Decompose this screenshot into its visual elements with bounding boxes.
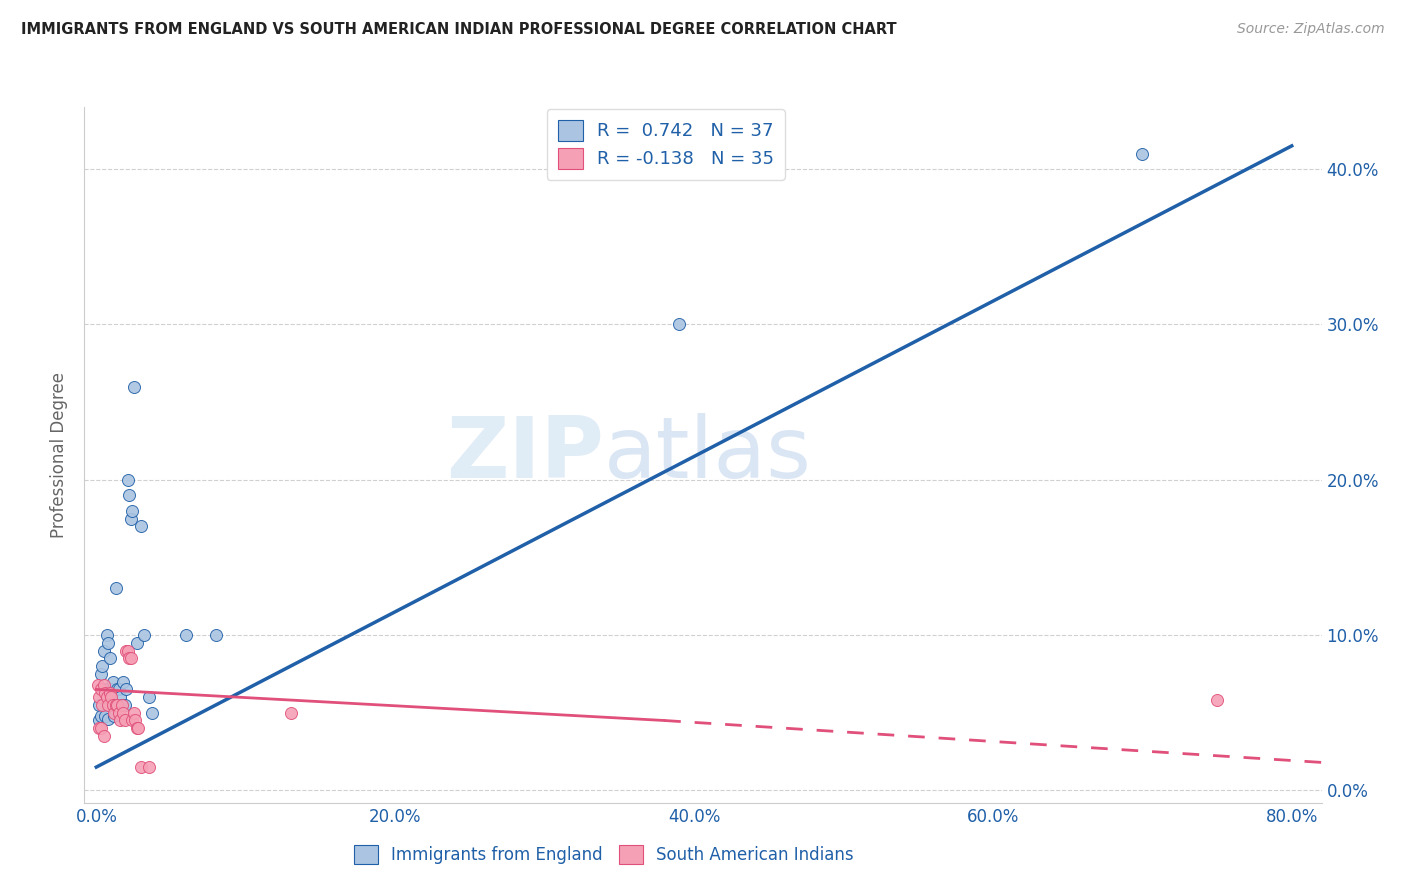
Point	[100, 682, 122, 697]
Point	[89, 698, 111, 712]
Point	[94, 685, 117, 699]
Point	[105, 682, 128, 697]
Point	[107, 706, 129, 720]
Point	[103, 706, 125, 720]
Point	[98, 685, 121, 699]
Point	[101, 674, 124, 689]
Point	[100, 690, 122, 705]
Point	[96, 628, 118, 642]
Point	[117, 473, 139, 487]
Point	[90, 721, 112, 735]
Point	[118, 651, 141, 665]
Point	[104, 582, 127, 596]
Point	[104, 698, 127, 712]
Point	[87, 678, 110, 692]
Point	[101, 698, 124, 712]
Point	[668, 318, 690, 332]
Point	[111, 698, 134, 712]
Point	[89, 690, 111, 705]
Legend: Immigrants from England, South American Indians: Immigrants from England, South American …	[347, 838, 860, 871]
Point	[138, 690, 160, 705]
Point	[90, 682, 112, 697]
Point	[110, 714, 132, 728]
Point	[103, 708, 125, 723]
Point	[112, 674, 135, 689]
Point	[91, 698, 114, 712]
Point	[122, 379, 145, 393]
Point	[105, 698, 128, 712]
Point	[138, 760, 160, 774]
Point	[98, 651, 121, 665]
Point	[111, 698, 134, 712]
Point	[115, 682, 138, 697]
Point	[90, 708, 112, 723]
Point	[129, 519, 152, 533]
Y-axis label: Professional Degree: Professional Degree	[51, 372, 69, 538]
Point	[174, 628, 197, 642]
Point	[114, 698, 136, 712]
Point	[93, 643, 115, 657]
Point	[127, 721, 149, 735]
Point	[1130, 146, 1153, 161]
Point	[115, 643, 138, 657]
Point	[124, 714, 146, 728]
Point	[89, 714, 111, 728]
Point	[120, 651, 142, 665]
Point	[134, 628, 156, 642]
Point	[117, 643, 139, 657]
Text: Source: ZipAtlas.com: Source: ZipAtlas.com	[1237, 22, 1385, 37]
Point	[125, 721, 148, 735]
Point	[107, 682, 129, 697]
Text: IMMIGRANTS FROM ENGLAND VS SOUTH AMERICAN INDIAN PROFESSIONAL DEGREE CORRELATION: IMMIGRANTS FROM ENGLAND VS SOUTH AMERICA…	[21, 22, 897, 37]
Point	[122, 706, 145, 720]
Text: atlas: atlas	[605, 413, 813, 497]
Point	[141, 706, 163, 720]
Text: ZIP: ZIP	[446, 413, 605, 497]
Point	[96, 690, 118, 705]
Point	[97, 712, 120, 726]
Point	[120, 511, 142, 525]
Point	[1206, 693, 1229, 707]
Point	[129, 760, 152, 774]
Point	[205, 628, 228, 642]
Point	[91, 659, 114, 673]
Point	[94, 682, 117, 697]
Point	[94, 708, 117, 723]
Point	[97, 698, 120, 712]
Point	[125, 636, 148, 650]
Point	[97, 636, 120, 650]
Point	[121, 504, 143, 518]
Point	[110, 690, 132, 705]
Point	[90, 666, 112, 681]
Point	[89, 721, 111, 735]
Point	[280, 706, 302, 720]
Point	[112, 706, 135, 720]
Point	[114, 714, 136, 728]
Point	[93, 729, 115, 743]
Point	[118, 488, 141, 502]
Point	[121, 714, 143, 728]
Point	[93, 678, 115, 692]
